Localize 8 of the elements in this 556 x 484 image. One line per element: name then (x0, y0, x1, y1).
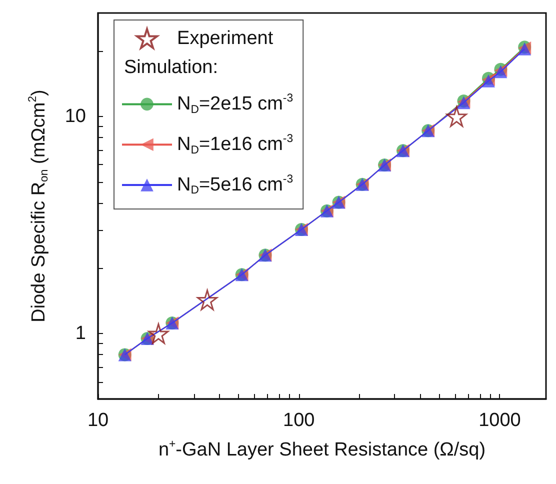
annotation: Simulation: (124, 57, 218, 78)
x-axis-title: n+-GaN Layer Sheet Resistance (Ω/sq) (158, 438, 486, 461)
y-tick-label: 1 (75, 323, 86, 344)
y-axis-title: Diode Specific Ron (mΩcm2) (27, 90, 50, 322)
legend-label: Experiment (177, 28, 274, 49)
x-tick-label: 10 (87, 410, 109, 431)
x-tick-label: 1000 (478, 410, 521, 431)
x-tick-label: 100 (283, 410, 315, 431)
